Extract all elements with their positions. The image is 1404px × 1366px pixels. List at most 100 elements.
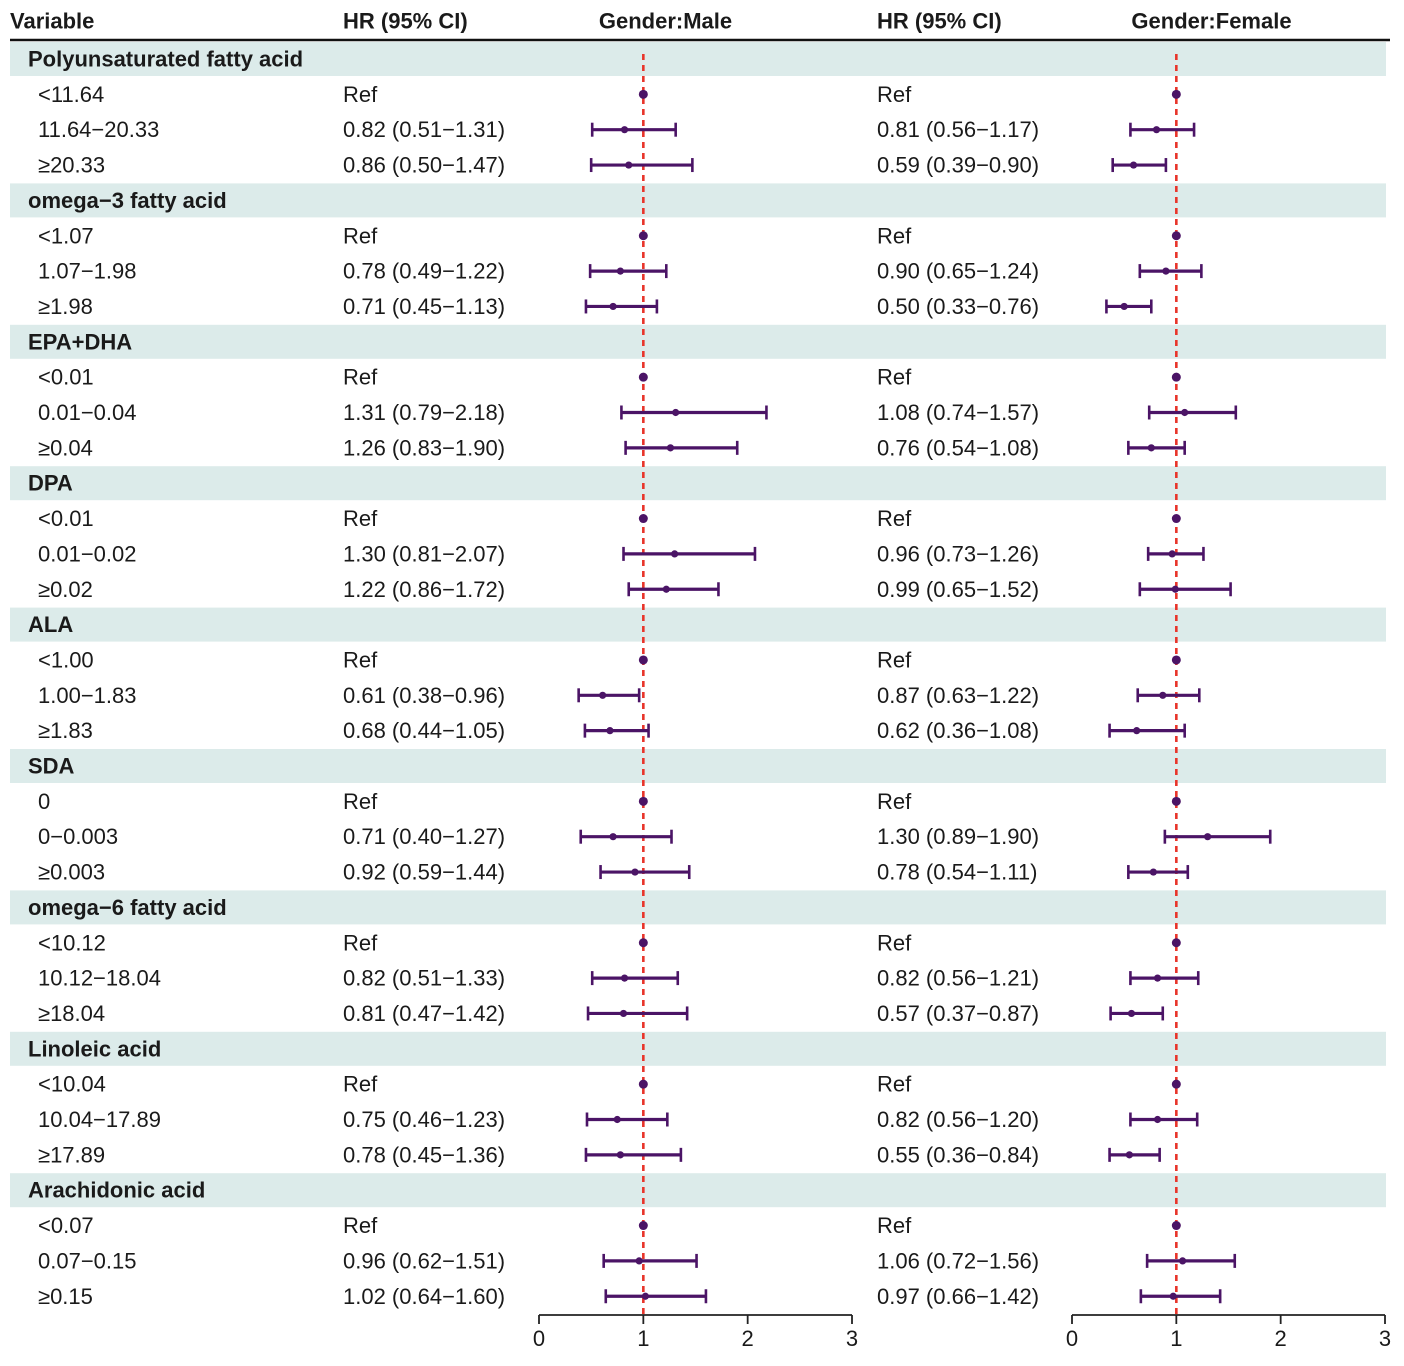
group-label: Polyunsaturated fatty acid xyxy=(28,47,303,72)
hr-point-male xyxy=(609,302,617,311)
row-label: 10.12−18.04 xyxy=(38,966,161,991)
hr-text-female: Ref xyxy=(877,506,912,531)
hr-text-female: 0.99 (0.65−1.52) xyxy=(877,577,1039,602)
hr-point-male xyxy=(613,1115,621,1124)
hr-point-female xyxy=(1181,408,1189,417)
x-tick-label-female: 3 xyxy=(1379,1326,1391,1351)
group-label: Arachidonic acid xyxy=(28,1178,205,1203)
hr-point-female xyxy=(1127,1009,1136,1018)
row-label: <1.07 xyxy=(38,223,94,248)
x-tick-label-male: 1 xyxy=(637,1326,649,1351)
hr-text-male: Ref xyxy=(343,223,378,248)
row-label: <10.12 xyxy=(38,930,106,955)
hr-text-female: 1.08 (0.74−1.57) xyxy=(877,400,1039,425)
row-label: <11.64 xyxy=(38,82,104,107)
hr-point-female xyxy=(1171,231,1181,241)
hr-point-male xyxy=(620,974,629,982)
table-row: ≥18.04 0.81 (0.47−1.42) 0.57 (0.37−0.87) xyxy=(38,1001,1165,1026)
table-row: <0.01 Ref Ref xyxy=(38,506,1181,531)
hr-text-female: 0.57 (0.37−0.87) xyxy=(877,1001,1039,1026)
hr-text-male: 0.78 (0.49−1.22) xyxy=(343,259,505,284)
header-hr-male: HR (95% CI) xyxy=(343,9,468,34)
group-label: DPA xyxy=(28,471,73,496)
row-label: <0.07 xyxy=(38,1213,94,1238)
hr-point-male xyxy=(609,833,617,841)
group-label: SDA xyxy=(28,754,75,779)
hr-point-male xyxy=(666,444,675,452)
hr-point-male xyxy=(638,514,648,524)
table-row: 0.01−0.04 1.31 (0.79−2.18) 1.08 (0.74−1.57… xyxy=(38,400,1238,425)
group-label: EPA+DHA xyxy=(28,329,132,354)
table-row: <1.00 Ref Ref xyxy=(38,647,1181,672)
hr-point-female xyxy=(1169,1292,1177,1300)
x-axes: 0 1 2 3 0 1 2 3 xyxy=(533,1314,1391,1351)
row-label: 1.07−1.98 xyxy=(38,259,136,284)
hr-text-male: 0.68 (0.44−1.05) xyxy=(343,718,505,743)
hr-text-male: 1.26 (0.83−1.90) xyxy=(343,435,505,460)
row-label: ≥20.33 xyxy=(38,153,105,178)
group-band xyxy=(10,1031,1386,1066)
hr-text-female: 0.87 (0.63−1.22) xyxy=(877,683,1039,708)
group-band xyxy=(10,749,1386,783)
table-row: 1.07−1.98 0.78 (0.49−1.22) 0.90 (0.65−1.24… xyxy=(38,259,1203,284)
hr-point-male xyxy=(638,938,648,948)
hr-point-female xyxy=(1129,161,1138,169)
hr-text-male: 0.96 (0.62−1.51) xyxy=(343,1248,505,1273)
group-bands xyxy=(10,42,1386,1208)
row-label: ≥18.04 xyxy=(38,1001,105,1026)
hr-point-female xyxy=(1162,267,1170,275)
group-band xyxy=(10,890,1386,925)
hr-point-female xyxy=(1133,727,1141,735)
hr-point-male xyxy=(606,727,614,735)
hr-text-male: 0.71 (0.40−1.27) xyxy=(343,824,505,849)
hr-point-male xyxy=(631,868,639,876)
header-panel-female: Gender:Female xyxy=(1131,9,1291,34)
table-row: ≥20.33 0.86 (0.50−1.47) 0.59 (0.39−0.90) xyxy=(38,153,1168,178)
hr-text-female: Ref xyxy=(877,223,912,248)
hr-point-female xyxy=(1153,974,1162,982)
hr-point-male xyxy=(599,691,607,699)
table-row: <0.07 Ref Ref xyxy=(38,1213,1181,1238)
hr-point-female xyxy=(1204,833,1212,841)
row-label: 1.00−1.83 xyxy=(38,683,136,708)
table-row: ≥0.003 0.92 (0.59−1.44) 0.78 (0.54−1.11) xyxy=(38,860,1190,885)
hr-text-male: Ref xyxy=(343,1072,378,1097)
hr-text-male: 0.86 (0.50−1.47) xyxy=(343,153,505,178)
hr-text-female: Ref xyxy=(877,82,912,107)
hr-text-male: 1.31 (0.79−2.18) xyxy=(343,400,505,425)
hr-point-male xyxy=(638,1221,648,1231)
table-row: <10.12 Ref Ref xyxy=(38,930,1181,955)
header-hr-female: HR (95% CI) xyxy=(877,9,1002,34)
hr-point-female xyxy=(1171,89,1181,99)
row-label: 0.01−0.04 xyxy=(38,400,136,425)
group-band xyxy=(10,42,1386,76)
hr-point-female xyxy=(1171,655,1181,665)
row-label: 10.04−17.89 xyxy=(38,1107,161,1132)
group-band xyxy=(10,466,1386,501)
hr-point-female xyxy=(1149,868,1157,876)
hr-text-female: Ref xyxy=(877,789,912,814)
group-label: ALA xyxy=(28,612,73,637)
x-tick-label-female: 0 xyxy=(1066,1326,1078,1351)
hr-point-female xyxy=(1178,1257,1187,1265)
x-tick-label-male: 2 xyxy=(742,1326,754,1351)
row-label: <10.04 xyxy=(38,1072,106,1097)
row-label: <0.01 xyxy=(38,506,94,531)
hr-text-male: Ref xyxy=(343,82,378,107)
hr-text-male: 1.02 (0.64−1.60) xyxy=(343,1284,505,1309)
hr-point-male xyxy=(638,89,648,99)
hr-point-female xyxy=(1171,1079,1181,1089)
hr-text-female: 1.06 (0.72−1.56) xyxy=(877,1248,1039,1273)
hr-point-female xyxy=(1171,938,1181,948)
table-row: 0.07−0.15 0.96 (0.62−1.51) 1.06 (0.72−1.56… xyxy=(38,1248,1237,1273)
hr-text-male: 1.30 (0.81−2.07) xyxy=(343,541,505,566)
hr-text-male: 1.22 (0.86−1.72) xyxy=(343,577,505,602)
hr-point-female xyxy=(1159,691,1167,699)
row-label: <1.00 xyxy=(38,647,94,672)
row-label: ≥0.04 xyxy=(38,435,93,460)
hr-point-female xyxy=(1152,126,1161,134)
hr-text-female: 0.82 (0.56−1.21) xyxy=(877,966,1039,991)
table-row: 11.64−20.33 0.82 (0.51−1.31) 0.81 (0.56−1.… xyxy=(38,117,1196,142)
group-band xyxy=(10,1173,1386,1208)
hr-text-female: 0.96 (0.73−1.26) xyxy=(877,541,1039,566)
